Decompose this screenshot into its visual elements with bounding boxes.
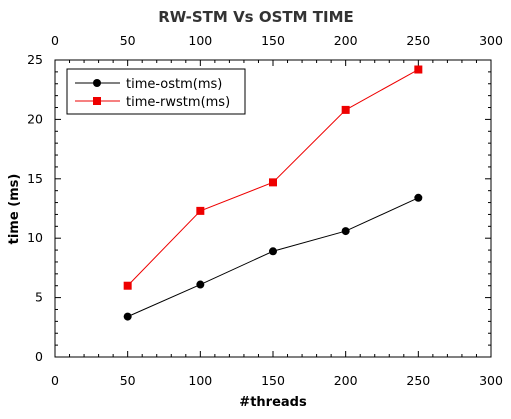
x-top-tick-label: 50 — [120, 33, 136, 48]
series-line — [127, 197, 419, 318]
legend-label: time-ostm(ms) — [126, 77, 222, 92]
x-tick-label: 300 — [479, 373, 503, 388]
data-point — [414, 193, 423, 202]
x-tick-label: 0 — [51, 373, 59, 388]
x-top-tick-label: 150 — [261, 33, 285, 48]
y-tick-label: 25 — [27, 52, 43, 67]
series-2 — [123, 65, 423, 290]
data-point — [341, 105, 350, 114]
legend-marker — [93, 79, 101, 87]
y-tick-label: 0 — [35, 349, 43, 364]
data-point — [341, 227, 350, 236]
x-top-tick-label: 100 — [188, 33, 212, 48]
data-point — [123, 312, 132, 321]
x-tick-label: 200 — [334, 373, 358, 388]
x-top-tick-label: 300 — [479, 33, 503, 48]
data-point — [196, 280, 205, 289]
x-top-tick-label: 0 — [51, 33, 59, 48]
axes: 0050501001001501502002002502503003000510… — [27, 33, 503, 388]
data-point — [414, 65, 423, 74]
x-top-tick-label: 200 — [334, 33, 358, 48]
y-tick-label: 10 — [27, 230, 43, 245]
legend-entry-2: time-rwstm(ms) — [75, 95, 230, 110]
x-tick-label: 100 — [188, 373, 212, 388]
data-point — [196, 206, 205, 215]
legend-marker — [93, 97, 101, 105]
x-top-tick-label: 250 — [406, 33, 430, 48]
data-point — [269, 178, 277, 187]
y-tick-label: 20 — [27, 111, 43, 126]
x-axis-label: #threads — [239, 395, 307, 410]
legend-label: time-rwstm(ms) — [126, 95, 230, 110]
chart-title: RW-STM Vs OSTM TIME — [158, 8, 354, 26]
series-1 — [123, 193, 423, 321]
x-tick-label: 150 — [261, 373, 285, 388]
legend: time-ostm(ms) time-rwstm(ms) — [66, 68, 246, 115]
y-axis-label: time (ms) — [7, 174, 22, 245]
x-tick-label: 50 — [120, 373, 136, 388]
x-tick-label: 250 — [406, 373, 430, 388]
y-tick-label: 5 — [35, 290, 43, 305]
legend-box — [66, 68, 246, 115]
series-layer — [123, 65, 423, 321]
data-point — [269, 247, 277, 256]
legend-entry-1: time-ostm(ms) — [75, 77, 222, 92]
data-point — [123, 281, 132, 290]
y-tick-label: 15 — [27, 171, 43, 186]
